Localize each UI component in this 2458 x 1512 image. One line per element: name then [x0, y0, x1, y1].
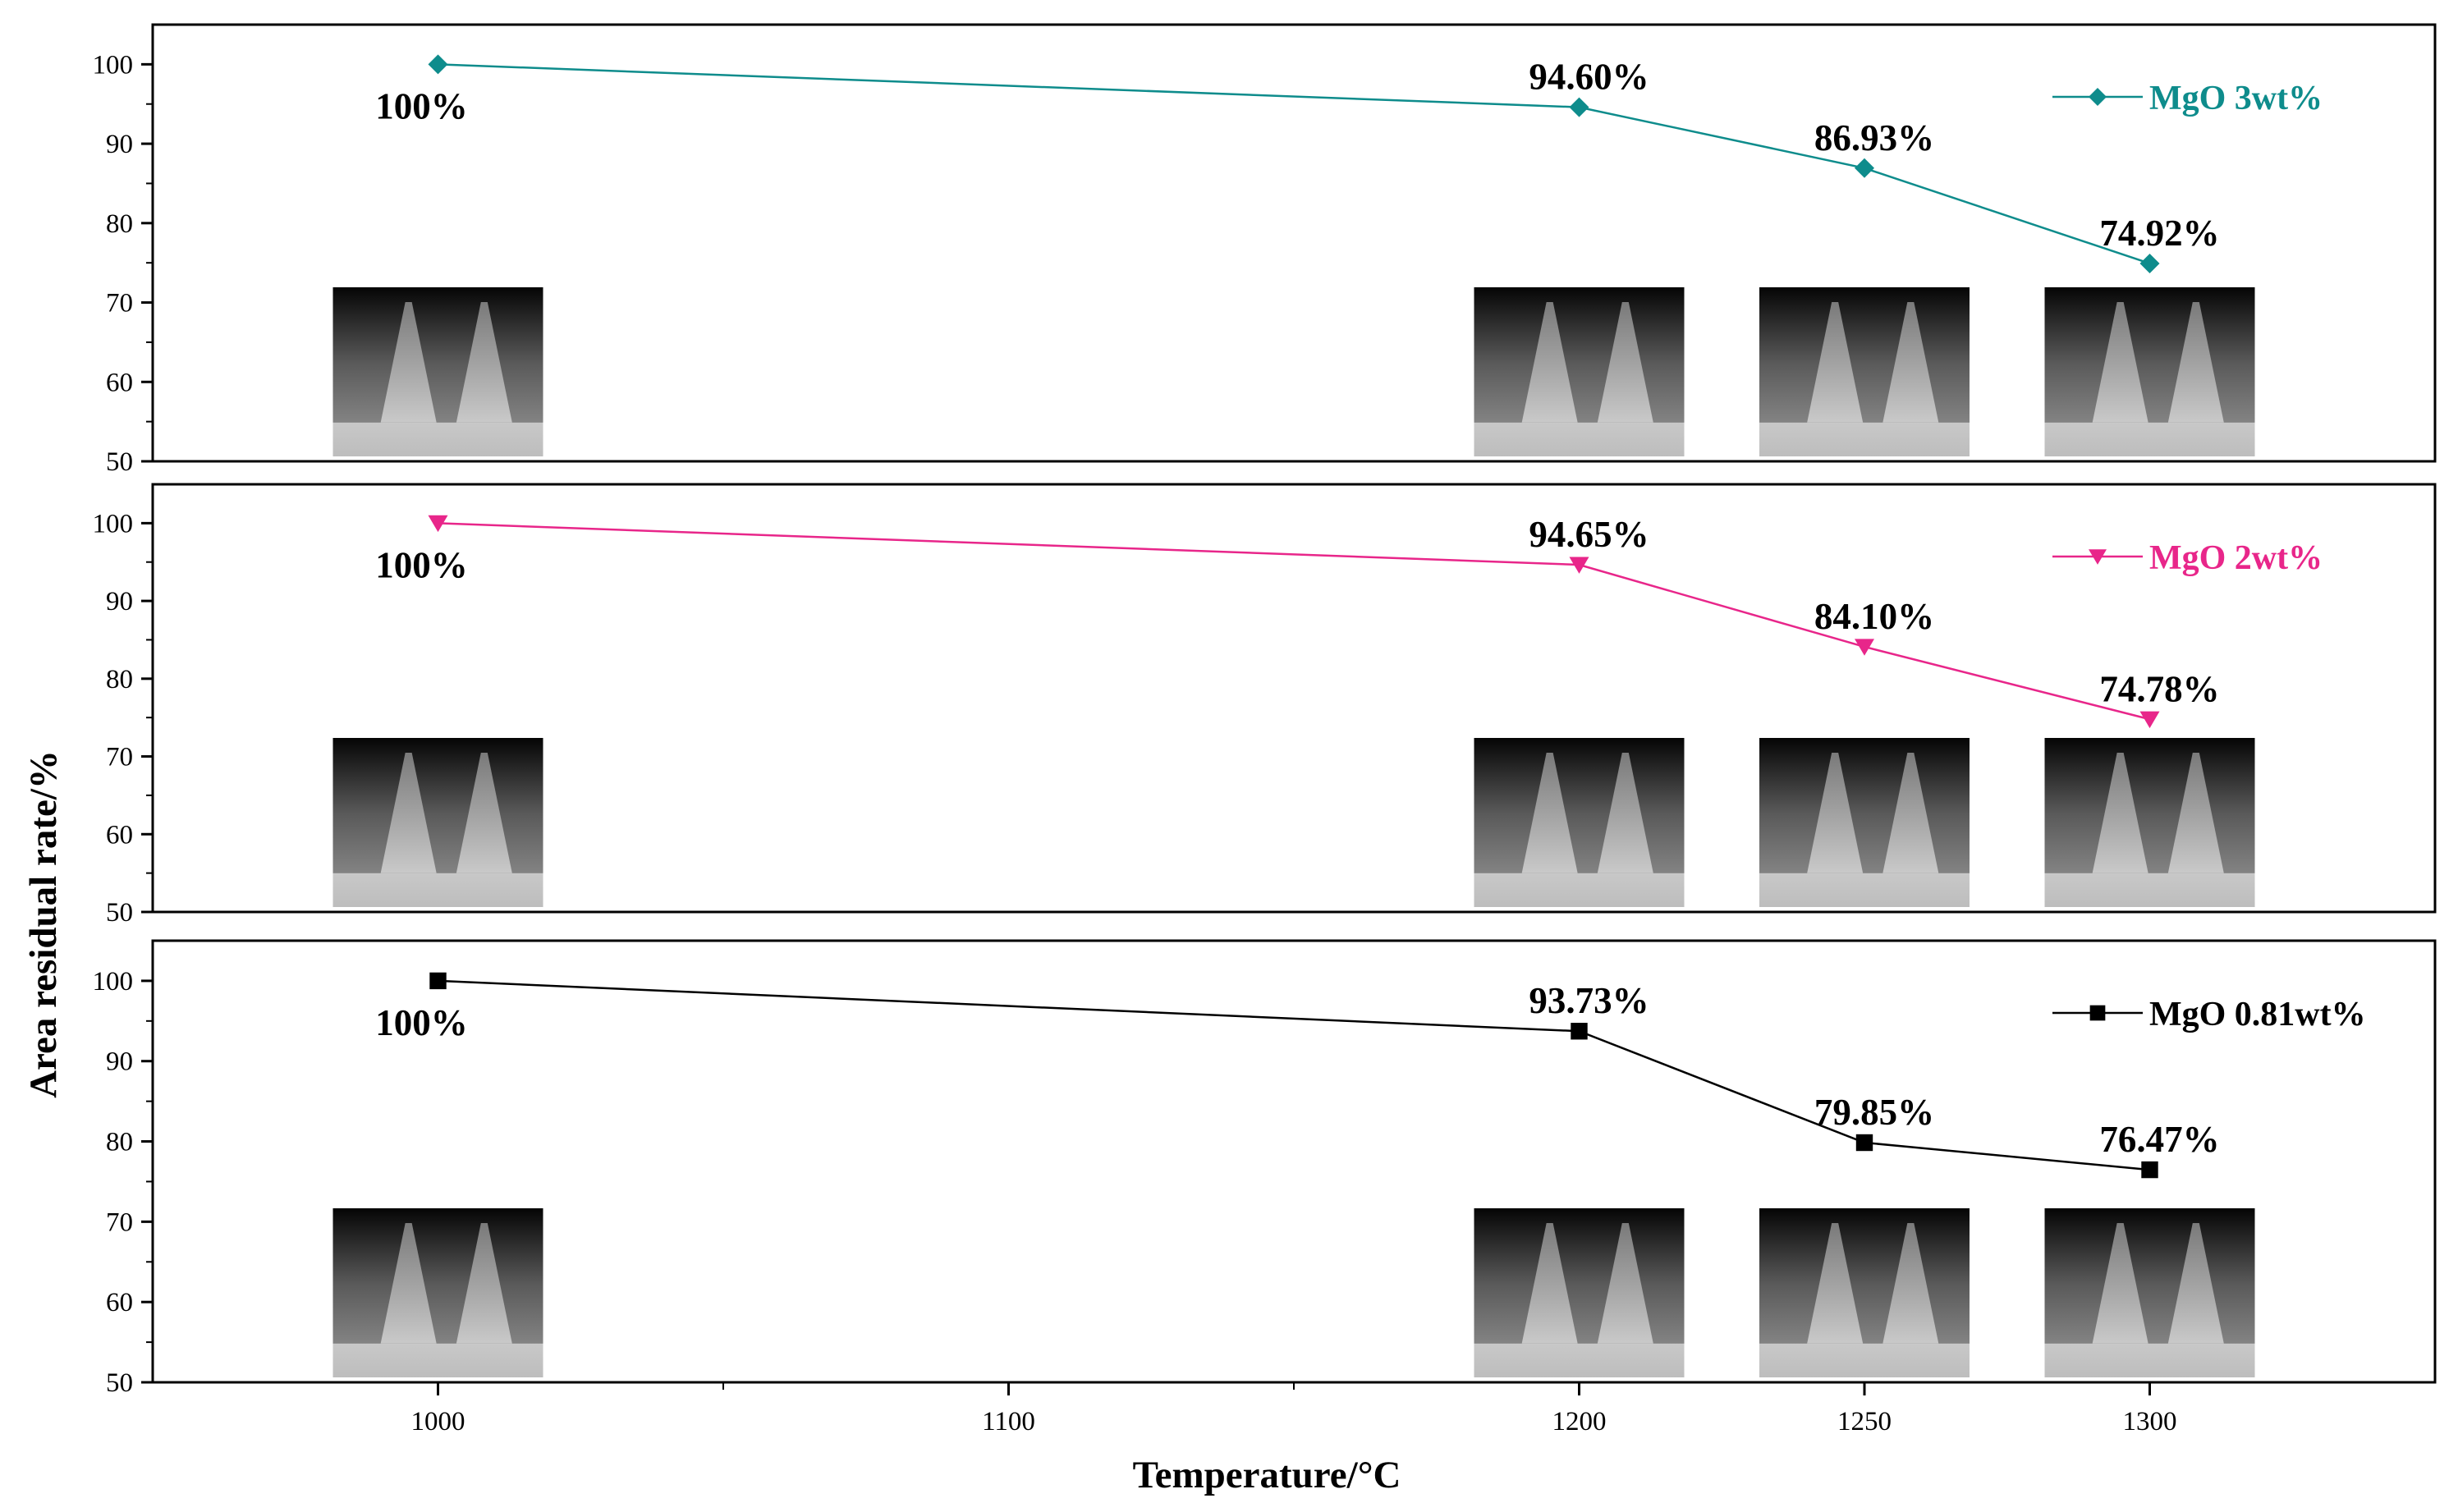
- data-point: [1571, 1023, 1588, 1040]
- series-line: [438, 979, 2150, 1171]
- y-tick-label: 50: [106, 898, 133, 928]
- data-label: 76.47%: [2099, 1119, 2219, 1160]
- data-label: 74.92%: [2099, 213, 2219, 254]
- y-tick-label: 90: [106, 1047, 133, 1077]
- chart-panels: 50 60 70 80 90 100 100% 94.60% 86.93% 74.92% MgO 3…: [93, 23, 2437, 1398]
- y-tick-label: 50: [106, 1368, 133, 1398]
- y-tick-label: 100: [93, 509, 134, 538]
- legend: MgO 0.81wt%: [2052, 996, 2366, 1033]
- x-axis: 1000 1100 1200 1250 1300: [411, 1382, 2177, 1436]
- x-tick-label: 1300: [2123, 1407, 2177, 1436]
- sample-image: [1474, 1208, 1685, 1377]
- x-tick-label: 1100: [982, 1407, 1035, 1436]
- data-label: 86.93%: [1814, 117, 1934, 158]
- data-point: [1855, 1134, 1873, 1152]
- data-point: [429, 972, 447, 990]
- y-axis-title: Area residual rate/%: [22, 750, 65, 1098]
- data-label: 84.10%: [1814, 596, 1934, 637]
- data-point: [1569, 557, 1589, 574]
- y-tick-label: 70: [106, 1207, 133, 1237]
- data-point: [2139, 711, 2160, 729]
- sample-image: [1474, 738, 1685, 907]
- data-point: [1569, 97, 1589, 117]
- data-label: 100%: [375, 544, 468, 585]
- y-tick-label: 60: [106, 368, 133, 397]
- data-point: [1855, 639, 1874, 656]
- y-tick-label: 80: [106, 665, 133, 694]
- sample-image: [2044, 287, 2255, 456]
- x-tick-label: 1200: [1552, 1407, 1607, 1436]
- data-point: [2141, 1161, 2158, 1179]
- data-label: 100%: [375, 85, 468, 126]
- sample-image: [2044, 1208, 2255, 1377]
- sample-image: [1759, 1208, 1970, 1377]
- legend: MgO 2wt%: [2052, 539, 2323, 577]
- legend-marker: [2089, 1005, 2106, 1021]
- data-point: [1855, 158, 1874, 178]
- legend-label: MgO 0.81wt%: [2149, 996, 2366, 1033]
- data-label: 74.78%: [2099, 668, 2219, 709]
- data-label: 94.60%: [1529, 57, 1649, 98]
- y-tick-label: 70: [106, 289, 133, 318]
- y-tick-label: 100: [93, 50, 134, 80]
- sample-image: [2044, 738, 2255, 907]
- series-line: [438, 63, 2150, 265]
- legend-label: MgO 2wt%: [2149, 539, 2323, 577]
- sample-image: [332, 1208, 543, 1377]
- x-tick-label: 1000: [411, 1407, 465, 1436]
- y-tick-label: 90: [106, 587, 133, 616]
- y-tick-label: 90: [106, 130, 133, 159]
- data-point: [2139, 253, 2160, 273]
- y-tick-label: 50: [106, 447, 133, 477]
- panel-1: 50 60 70 80 90 100 100% 94.60% 86.93% 74.92% MgO 3…: [93, 23, 2437, 477]
- panel-2: 50 60 70 80 90 100 100% 94.65% 84.10% 74.78% MgO 2…: [93, 483, 2437, 928]
- sample-image: [1474, 287, 1685, 456]
- y-tick-label: 60: [106, 1288, 133, 1317]
- legend-marker: [2089, 549, 2107, 565]
- data-point: [428, 515, 448, 533]
- y-tick-label: 70: [106, 743, 133, 772]
- series-line: [438, 522, 2150, 721]
- x-axis-title: Temperature/°C: [1133, 1454, 1401, 1496]
- data-label: 100%: [375, 1002, 468, 1043]
- panel-frame: [151, 23, 2437, 463]
- legend-marker: [2089, 88, 2107, 106]
- sample-image: [332, 738, 543, 907]
- x-tick-label: 1250: [1837, 1407, 1892, 1436]
- data-point: [428, 54, 448, 75]
- y-tick-label: 100: [93, 967, 134, 997]
- legend-label: MgO 3wt%: [2149, 80, 2323, 117]
- panel-frame: [151, 483, 2437, 914]
- data-label: 79.85%: [1814, 1092, 1934, 1133]
- data-label: 93.73%: [1529, 980, 1649, 1021]
- sample-image: [1759, 287, 1970, 456]
- y-tick-label: 80: [106, 209, 133, 239]
- data-label: 94.65%: [1529, 514, 1649, 555]
- y-tick-label: 80: [106, 1128, 133, 1157]
- sample-image: [1759, 738, 1970, 907]
- panel-3: 50 60 70 80 90 100 100% 93.73% 79.85% 76.47% MgO 0…: [93, 939, 2437, 1398]
- sample-image: [332, 287, 543, 456]
- legend: MgO 3wt%: [2052, 80, 2323, 117]
- y-tick-label: 60: [106, 820, 133, 850]
